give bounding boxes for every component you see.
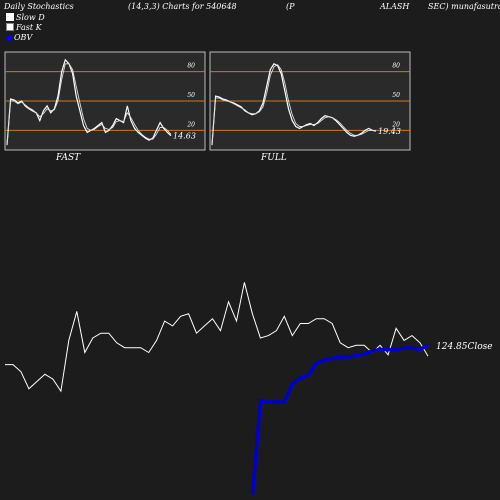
obv-line — [250, 343, 429, 496]
legend-label: Fast K — [16, 23, 42, 32]
close-value-label: 124.85Close — [436, 342, 493, 352]
legend-slow-d: Slow D — [6, 13, 45, 22]
panel-title-fast: FAST — [56, 153, 81, 163]
level-tick-label: 20 — [391, 121, 400, 128]
panel-title-full: FULL — [261, 153, 287, 163]
level-tick-label: 80 — [187, 63, 195, 70]
header-title: Daily Stochastics — [4, 2, 74, 11]
stochastic-line — [6, 63, 172, 146]
header-p: (P — [286, 2, 295, 11]
header-right: SEC) munafasutra.com — [428, 2, 500, 11]
price-line — [5, 282, 429, 393]
header-alash: ALASH — [380, 2, 410, 11]
blue-dot-icon — [6, 35, 12, 41]
last-value-label: 19.43 — [378, 127, 401, 136]
level-tick-label: 50 — [392, 92, 400, 99]
level-tick-label: 20 — [186, 121, 195, 128]
legend-label: Slow D — [16, 13, 45, 22]
legend-obv: OBV — [6, 33, 32, 42]
stochastic-line — [211, 64, 376, 146]
stochastic-line — [211, 63, 377, 146]
last-value-label: 14.63 — [173, 132, 196, 141]
level-tick-label: 80 — [392, 63, 400, 70]
legend-fast-k: Fast K — [6, 23, 42, 32]
level-tick-label: 50 — [187, 92, 195, 99]
legend-label: OBV — [14, 33, 33, 42]
white-square-icon — [6, 13, 14, 21]
white-square-icon — [6, 23, 14, 31]
header-params: (14,3,3) Charts for 540648 — [128, 2, 237, 11]
